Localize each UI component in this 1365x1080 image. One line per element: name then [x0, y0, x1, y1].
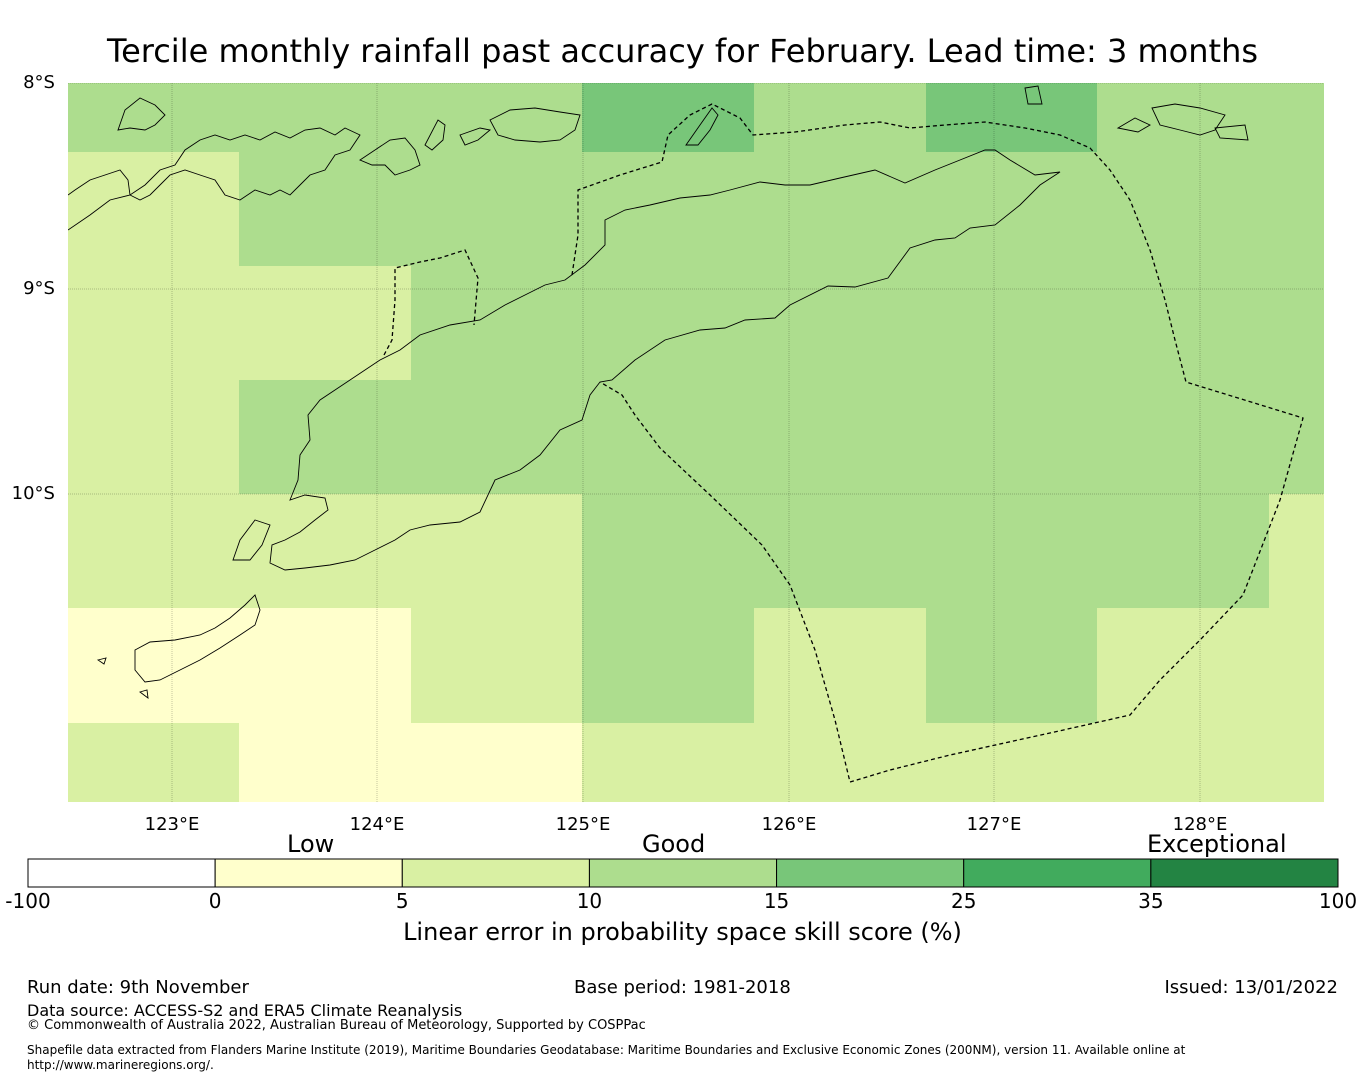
- category-good: Good: [642, 830, 706, 858]
- category-low: Low: [287, 830, 335, 858]
- grid-cell: [68, 152, 239, 608]
- latitude-labels: 8°S 9°S 10°S: [12, 72, 55, 504]
- colorbar-segment: [963, 858, 1152, 888]
- colorbar-tick-label: 10: [576, 889, 603, 913]
- colorbar-segment: [401, 858, 590, 888]
- copyright: © Commonwealth of Australia 2022, Austra…: [27, 1018, 646, 1033]
- run-date: Run date: 9th November: [27, 977, 249, 998]
- grid-cell: [926, 83, 1097, 152]
- grid-cell: [68, 723, 239, 802]
- colorbar-tick-label: 15: [763, 889, 790, 913]
- category-exceptional: Exceptional: [1147, 830, 1287, 858]
- grid-cell: [239, 723, 582, 802]
- lat-label-8s: 8°S: [23, 72, 55, 93]
- eez-boundaries: [383, 103, 1304, 783]
- colorbar-segment: [1150, 858, 1339, 888]
- colorbar-segment: [214, 858, 403, 888]
- data-source: Data source: ACCESS-S2 and ERA5 Climate …: [27, 1001, 463, 1020]
- grid-cell: [582, 83, 754, 152]
- semau-coast: [232, 519, 271, 561]
- colorbar-segment: [588, 858, 778, 888]
- island-coast: [424, 119, 446, 151]
- colorbar-segment: [27, 858, 216, 888]
- grid-cell: [411, 608, 582, 723]
- island-coast: [459, 127, 492, 146]
- coastlines: [68, 85, 1249, 699]
- lon-label-124e: 124°E: [350, 814, 405, 830]
- island-coast: [1024, 85, 1043, 105]
- colorbar: [27, 858, 1339, 888]
- island-coast: [1151, 103, 1226, 136]
- atauro-coast: [685, 107, 719, 146]
- issued-date: Issued: 13/01/2022: [1164, 977, 1338, 998]
- colorbar-tick-label: 5: [395, 889, 409, 913]
- colorbar-tick-label: 35: [1138, 889, 1164, 913]
- base-period: Base period: 1981-2018: [574, 977, 791, 998]
- map: 8°S 9°S 10°S 123°E 124°E 125°E 126°E 127…: [0, 70, 1365, 835]
- oecusse-boundary: [383, 249, 479, 356]
- timor-coast: [269, 149, 1061, 571]
- island-coast: [117, 97, 166, 131]
- island-coast: [96, 657, 107, 665]
- colorbar-tick-label: 0: [208, 889, 222, 913]
- lon-label-126e: 126°E: [762, 814, 817, 830]
- lon-label-123e: 123°E: [145, 814, 200, 830]
- lat-label-10s: 10°S: [12, 483, 55, 504]
- grid-cell: [1097, 608, 1324, 723]
- grid-cell: [239, 494, 582, 608]
- grid-cell: [582, 723, 1324, 802]
- alor-coast: [359, 137, 421, 176]
- colorbar-segment: [776, 858, 965, 888]
- lon-label-125e: 125°E: [556, 814, 611, 830]
- skill-grid: [68, 83, 1324, 802]
- map-svg: 8°S 9°S 10°S 123°E 124°E 125°E 126°E 127…: [12, 72, 1324, 835]
- colorbar-tick-label: 100: [1318, 889, 1358, 913]
- shapefile-credit: Shapefile data extracted from Flanders M…: [27, 1043, 1186, 1072]
- colorbar-title: Linear error in probability space skill …: [403, 918, 962, 946]
- lon-label-127e: 127°E: [967, 814, 1022, 830]
- graticule: [68, 83, 1324, 802]
- timor-eez-boundary: [571, 103, 1304, 783]
- lat-label-9s: 9°S: [23, 278, 55, 299]
- island-coast: [139, 689, 149, 699]
- colorbar-tick-label: -100: [5, 889, 51, 913]
- rote-coast: [134, 594, 261, 683]
- lon-label-128e: 128°E: [1173, 814, 1228, 830]
- chart-title: Tercile monthly rainfall past accuracy f…: [106, 32, 1259, 70]
- wetar-coast: [489, 107, 581, 143]
- colorbar-tick-label: 25: [950, 889, 977, 913]
- grid-cell: [1269, 494, 1324, 608]
- island-coast: [1214, 124, 1249, 141]
- island-coast: [1116, 117, 1151, 133]
- longitude-labels: 123°E 124°E 125°E 126°E 127°E 128°E: [145, 814, 1228, 835]
- flores-coast: [68, 127, 361, 231]
- grid-cell: [68, 608, 411, 723]
- grid-cell: [239, 266, 411, 380]
- grid-cell: [754, 608, 926, 723]
